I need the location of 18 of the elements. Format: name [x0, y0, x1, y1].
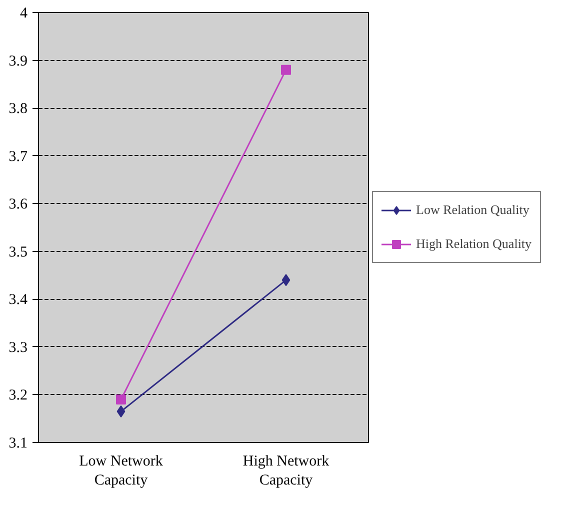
point	[116, 405, 126, 418]
y-tick-label: 3.7	[8, 148, 28, 165]
y-tick-label: 3.1	[8, 436, 28, 452]
y-tick-label: 3.8	[8, 101, 28, 118]
x-tick-label: Low Network Capacity	[79, 454, 164, 489]
y-tick-label: 3.3	[8, 340, 28, 356]
legend-label: Low Relation Quality	[416, 202, 530, 218]
y-tick-label: 3.4	[8, 292, 28, 308]
point	[281, 64, 291, 75]
y-tick-label: 3.2	[8, 388, 28, 404]
y-tick-label: 3.6	[8, 196, 28, 213]
y-tick-label: 3.5	[8, 244, 28, 260]
point	[116, 394, 126, 404]
point	[282, 274, 290, 286]
x-tick-label: High Network Capacity	[242, 454, 330, 489]
y-tick-label: 3.9	[8, 53, 28, 70]
legend-label: High Relation Quality	[416, 236, 532, 252]
y-tick-label: 4	[20, 6, 28, 22]
